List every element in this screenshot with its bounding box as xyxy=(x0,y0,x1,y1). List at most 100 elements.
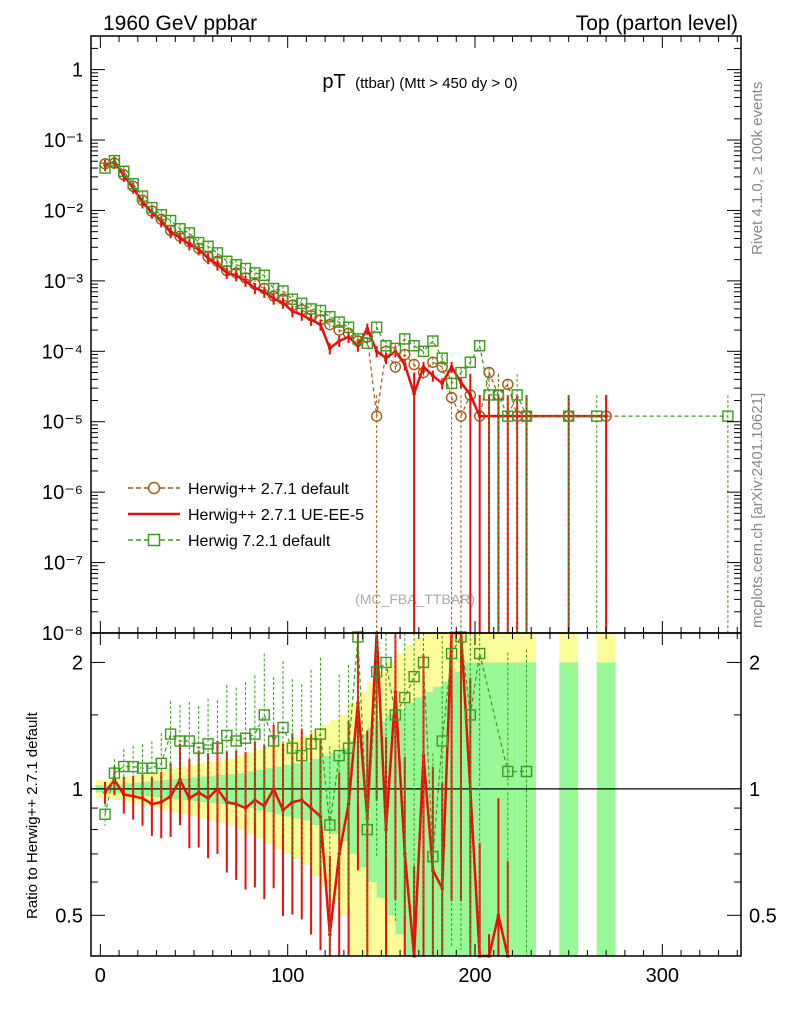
legend-label-herwig-pp-ueee5: Herwig++ 2.7.1 UE-EE-5 xyxy=(188,507,364,524)
data-point-herwig-pp-ueee5 xyxy=(309,318,313,322)
data-point-herwig-pp-default xyxy=(502,378,514,390)
ratio-point-herwig-pp-ueee5 xyxy=(215,787,220,791)
data-point-herwig-7 xyxy=(183,227,196,239)
legend-label-herwig-7: Herwig 7.2.1 default xyxy=(188,533,331,550)
data-point-herwig-7 xyxy=(562,410,575,422)
header-right: Top (parton level) xyxy=(576,12,738,35)
ratio-point-herwig-pp-ueee5 xyxy=(121,792,126,797)
ratio-ylabel: Ratio to Herwig++ 2.7.1 default xyxy=(24,711,41,919)
y-tick-label: 1 xyxy=(72,60,83,82)
ratio-band-inner xyxy=(517,662,536,956)
data-point-herwig-pp-ueee5 xyxy=(440,381,445,386)
ratio-point-herwig-pp-ueee5 xyxy=(168,794,173,799)
data-point-herwig-pp-ueee5 xyxy=(253,286,257,290)
data-point-herwig-7 xyxy=(427,335,439,347)
legend-label-herwig-pp-default: Herwig++ 2.7.1 default xyxy=(188,481,350,498)
data-point-herwig-7 xyxy=(417,345,430,358)
ratio-point-herwig-7 xyxy=(108,767,121,779)
ratio-y-tick-label-right: 2 xyxy=(749,652,760,674)
ratio-point-herwig-7 xyxy=(99,808,111,820)
data-point-herwig-pp-ueee5 xyxy=(421,365,426,369)
data-point-herwig-pp-default xyxy=(483,366,495,379)
y-tick-label: 10⁻⁸ xyxy=(42,623,83,645)
ratio-y-tick-label-right: 0.5 xyxy=(749,905,777,927)
ratio-point-herwig-pp-ueee5 xyxy=(337,852,341,856)
ratio-point-herwig-pp-ueee5 xyxy=(140,796,145,801)
legend-item-herwig-pp-ueee5: Herwig++ 2.7.1 UE-EE-5 xyxy=(128,507,364,524)
data-point-herwig-pp-ueee5 xyxy=(412,391,416,396)
data-point-herwig-pp-ueee5 xyxy=(196,247,201,252)
data-point-herwig-pp-default xyxy=(445,391,458,404)
data-point-herwig-pp-ueee5 xyxy=(187,242,192,247)
plot-title-suffix: (ttbar) (Mtt > 450 dy > 0) xyxy=(355,75,518,92)
y-tick-label: 10⁻⁵ xyxy=(42,412,83,434)
ratio-point-herwig-7 xyxy=(520,765,533,778)
ratio-point-herwig-7 xyxy=(305,738,317,750)
ratio-point-herwig-pp-ueee5 xyxy=(393,690,398,694)
data-point-herwig-7 xyxy=(342,321,355,333)
data-point-herwig-7 xyxy=(361,337,373,349)
data-point-herwig-7 xyxy=(258,269,270,281)
data-point-herwig-7 xyxy=(520,410,533,422)
data-point-herwig-7 xyxy=(455,366,467,379)
data-point-herwig-pp-default xyxy=(389,361,402,373)
ratio-point-herwig-7 xyxy=(370,666,383,678)
ratio-point-herwig-7 xyxy=(267,735,280,747)
data-point-herwig-7 xyxy=(146,201,158,214)
ratio-point-herwig-7 xyxy=(286,742,299,754)
ratio-point-herwig-7 xyxy=(211,742,224,754)
ratio-point-herwig-pp-ueee5 xyxy=(103,790,107,795)
mcplots-label: mcplots.cern.ch [arXiv:2401.10621] xyxy=(749,393,766,628)
data-point-herwig-pp-ueee5 xyxy=(356,343,360,348)
ratio-point-herwig-pp-ueee5 xyxy=(131,794,135,799)
data-point-herwig-pp-ueee5 xyxy=(281,300,285,305)
ratio-point-herwig-7 xyxy=(502,765,514,778)
data-point-herwig-pp-ueee5 xyxy=(384,356,388,360)
y-tick-label: 10⁻³ xyxy=(44,271,84,293)
data-point-herwig-7 xyxy=(389,342,402,355)
header-left: 1960 GeV ppbar xyxy=(103,12,257,35)
y-tick-label: 10⁻² xyxy=(44,200,84,222)
data-point-herwig-7 xyxy=(164,214,177,227)
ratio-point-herwig-7 xyxy=(164,728,177,740)
data-point-herwig-pp-ueee5 xyxy=(318,322,323,327)
data-point-herwig-pp-default xyxy=(408,358,420,371)
ratio-point-herwig-7 xyxy=(277,721,289,734)
ratio-point-herwig-7 xyxy=(399,691,411,704)
data-point-herwig-pp-ueee5 xyxy=(365,326,370,331)
ratio-point-herwig-7 xyxy=(333,749,345,762)
ratio-point-herwig-pp-ueee5 xyxy=(328,932,332,937)
data-point-herwig-7 xyxy=(445,377,458,390)
data-point-herwig-pp-ueee5 xyxy=(328,346,332,351)
data-point-herwig-pp-ueee5 xyxy=(243,279,248,283)
data-point-herwig-7 xyxy=(511,389,523,401)
ratio-y-tick-label: 0.5 xyxy=(55,905,83,927)
ratio-point-herwig-7 xyxy=(464,709,477,721)
ratio-point-herwig-7 xyxy=(155,757,167,770)
data-point-herwig-7 xyxy=(399,333,411,345)
ratio-point-herwig-7 xyxy=(361,823,373,836)
data-point-herwig-pp-ueee5 xyxy=(206,256,210,260)
data-point-herwig-pp-ueee5 xyxy=(604,414,608,418)
data-point-herwig-7 xyxy=(136,190,149,202)
ratio-point-herwig-pp-ueee5 xyxy=(150,802,154,806)
y-tick-label: 10⁻⁴ xyxy=(42,341,83,363)
data-point-herwig-7 xyxy=(277,285,289,297)
data-point-herwig-pp-default xyxy=(455,410,467,422)
ratio-band-inner xyxy=(596,662,616,956)
x-tick-label: 100 xyxy=(271,965,304,987)
ratio-band-inner xyxy=(559,662,579,956)
data-point-herwig-7 xyxy=(502,410,514,422)
ratio-plot-marks xyxy=(91,631,741,958)
ratio-point-herwig-7 xyxy=(296,749,308,762)
x-tick-label: 200 xyxy=(458,965,491,987)
data-point-herwig-pp-ueee5 xyxy=(459,380,463,385)
data-point-herwig-7 xyxy=(464,356,477,368)
main-plot-marks xyxy=(99,154,734,633)
x-tick-label: 300 xyxy=(646,965,679,987)
ratio-point-herwig-7 xyxy=(258,709,270,721)
ratio-point-herwig-7 xyxy=(249,728,261,740)
rivet-label: Rivet 4.1.0, ≥ 100k events xyxy=(749,82,766,255)
y-tick-label: 10⁻⁶ xyxy=(42,482,83,504)
legend-item-herwig-pp-default: Herwig++ 2.7.1 default xyxy=(128,481,350,498)
